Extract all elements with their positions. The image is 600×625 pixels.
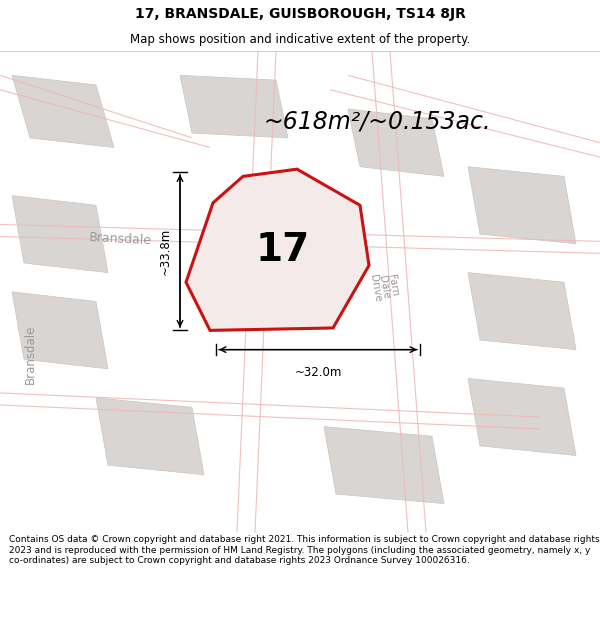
Text: ~32.0m: ~32.0m <box>295 366 341 379</box>
Text: Farndale
Drive: Farndale Drive <box>254 173 280 219</box>
Polygon shape <box>468 167 576 244</box>
Polygon shape <box>186 169 369 331</box>
Polygon shape <box>348 109 444 176</box>
Polygon shape <box>12 196 108 272</box>
Text: Contains OS data © Crown copyright and database right 2021. This information is : Contains OS data © Crown copyright and d… <box>9 535 599 565</box>
Polygon shape <box>180 75 288 138</box>
Text: 17: 17 <box>255 231 310 269</box>
Text: ~33.8m: ~33.8m <box>158 228 172 274</box>
Polygon shape <box>12 75 114 148</box>
Text: ~618m²/~0.153ac.: ~618m²/~0.153ac. <box>264 109 491 133</box>
Polygon shape <box>468 272 576 349</box>
Polygon shape <box>468 379 576 456</box>
Polygon shape <box>96 398 204 475</box>
Polygon shape <box>12 292 108 369</box>
Text: Bransdale: Bransdale <box>88 231 152 247</box>
Polygon shape <box>324 427 444 504</box>
Text: 17, BRANSDALE, GUISBOROUGH, TS14 8JR: 17, BRANSDALE, GUISBOROUGH, TS14 8JR <box>134 8 466 21</box>
Text: Farn
Dale
Drive: Farn Dale Drive <box>368 271 400 303</box>
Text: Bransdale: Bransdale <box>23 325 37 384</box>
Text: Map shows position and indicative extent of the property.: Map shows position and indicative extent… <box>130 34 470 46</box>
